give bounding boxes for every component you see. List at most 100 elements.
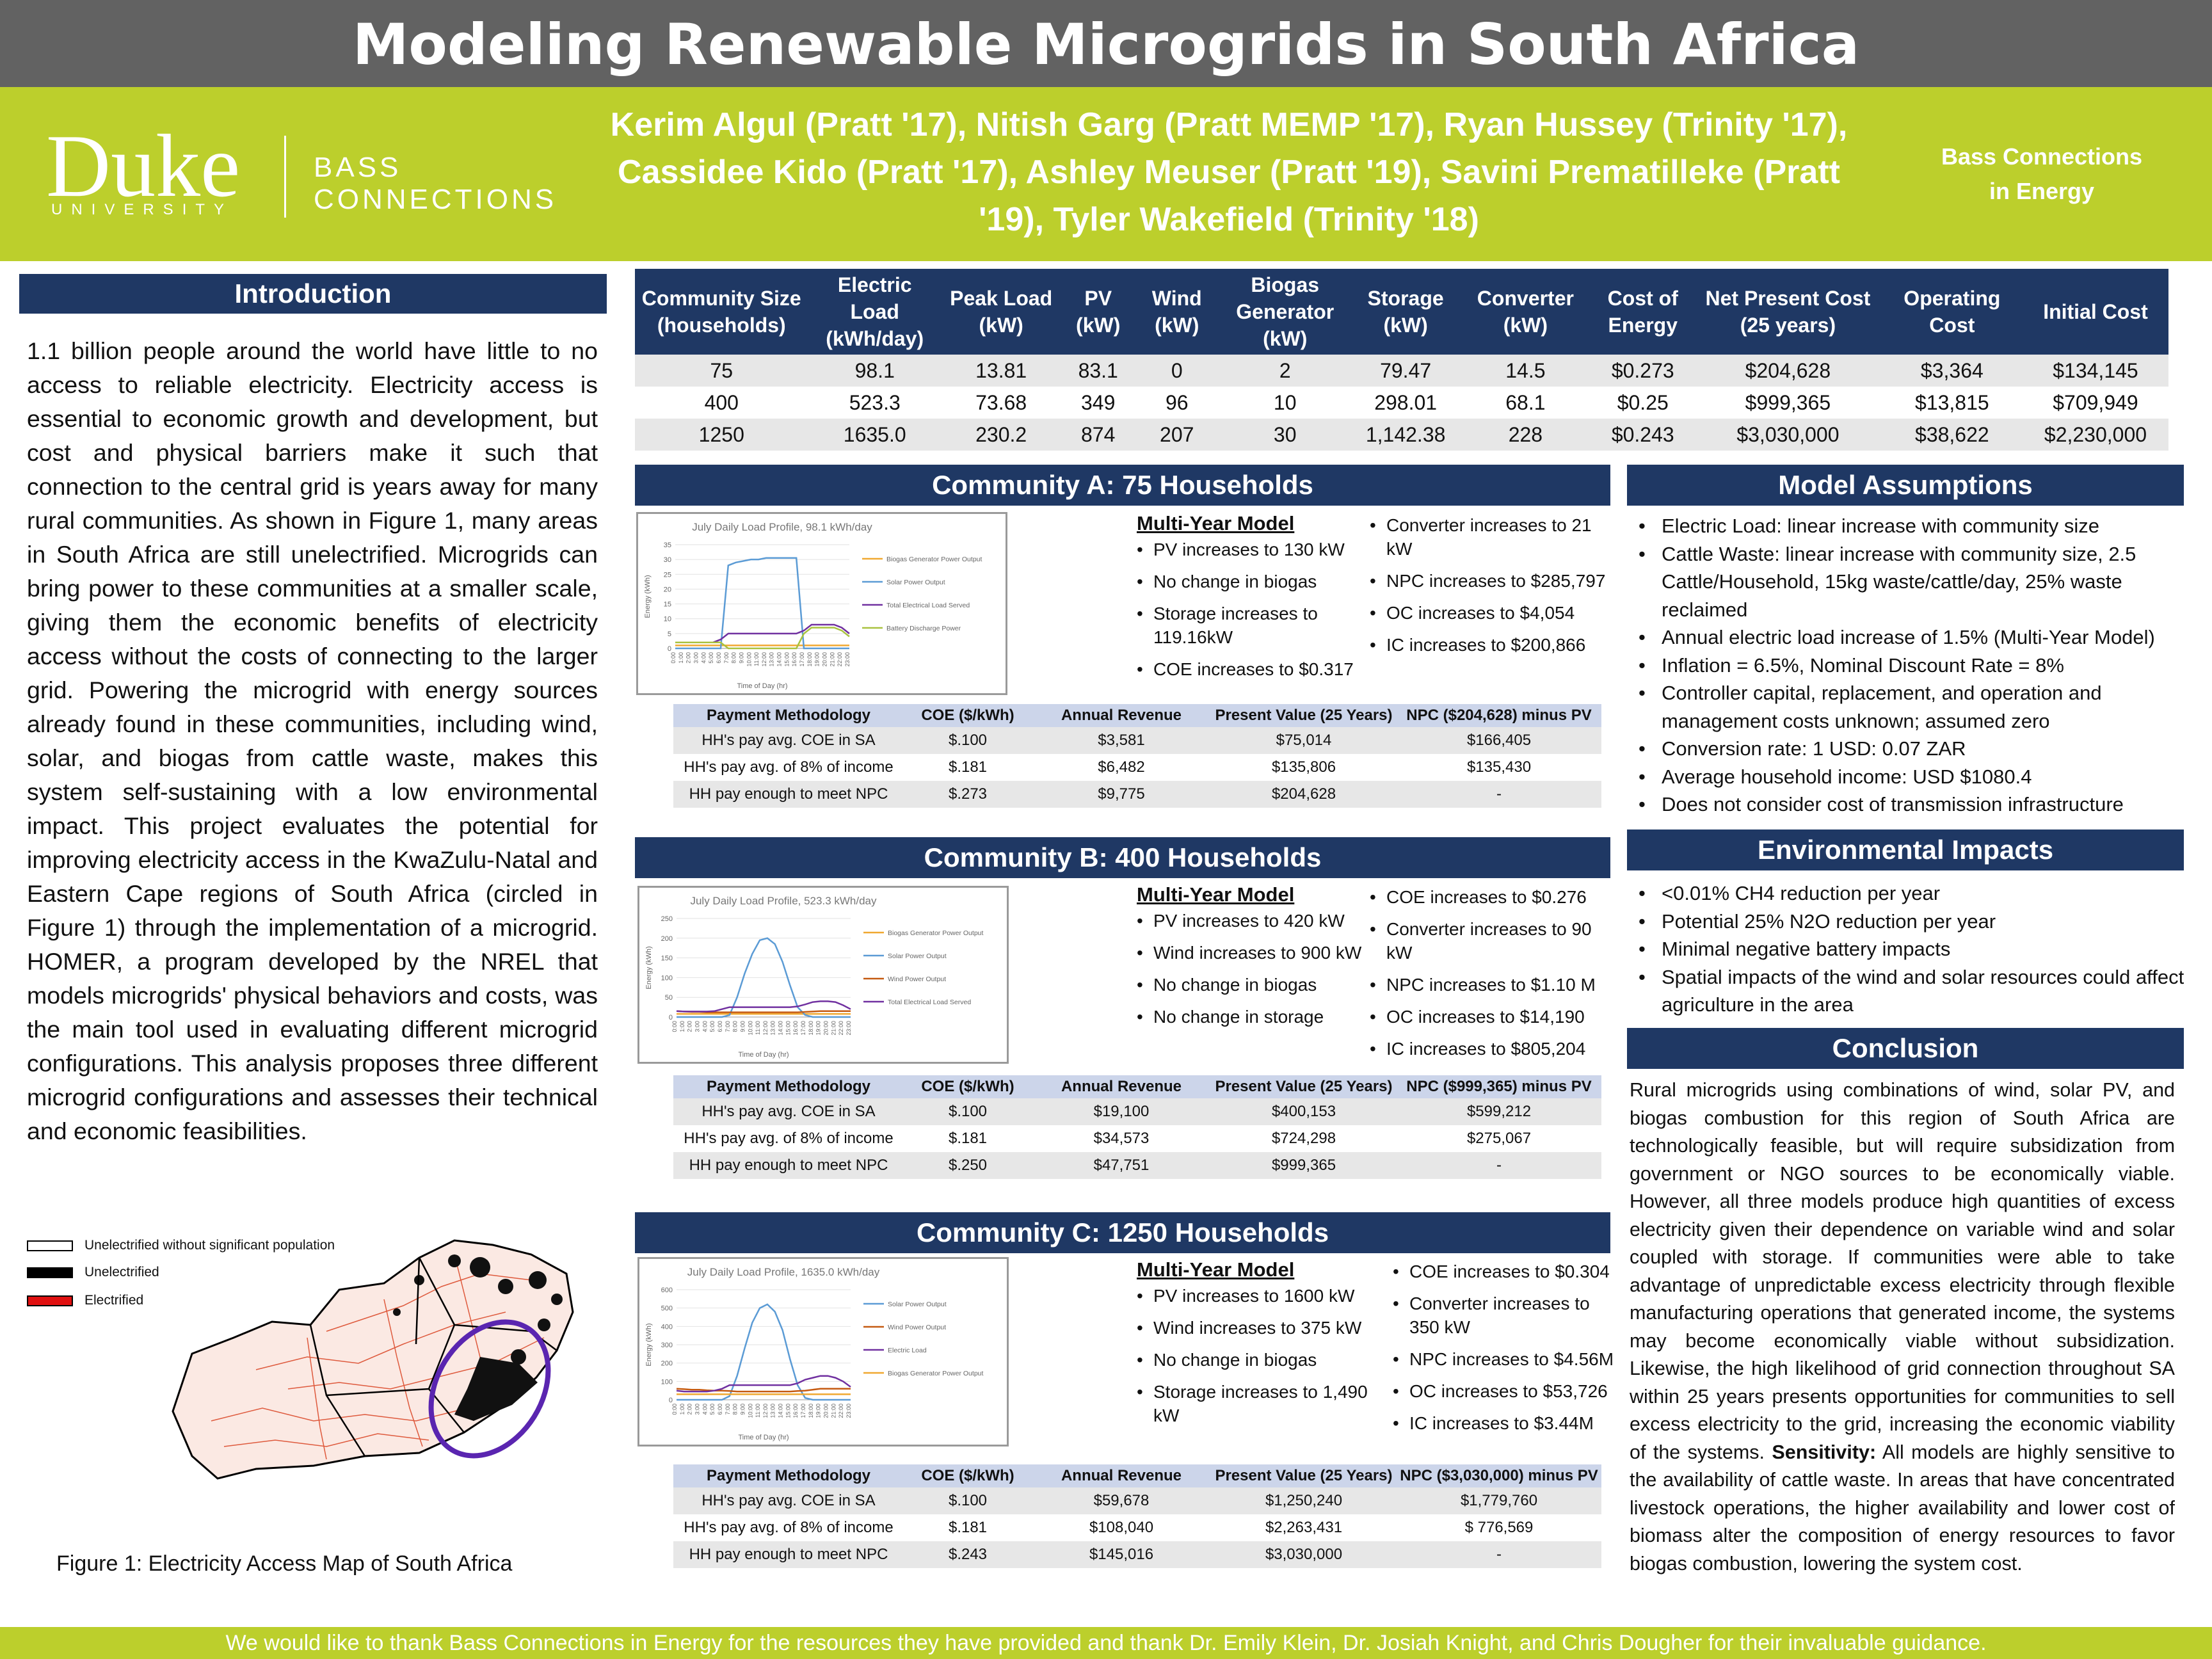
payment-cell: HH pay enough to meet NPC [673, 1541, 904, 1568]
summary-cell: $709,949 [2053, 390, 2138, 414]
payment-cell: $.100 [904, 1098, 1032, 1125]
legend-label: Electric Load [888, 1347, 927, 1354]
payment-header-cell: Annual Revenue [1032, 1075, 1211, 1098]
x-tick-label: 15:00 [785, 1404, 791, 1418]
map-study-region-circle [428, 1319, 551, 1459]
payment-cell: $.273 [904, 781, 1032, 808]
payment-header-cell: Annual Revenue [1032, 704, 1211, 727]
y-tick-label: 0 [669, 1014, 673, 1022]
conclusion-body: Rural microgrids using combinations of w… [1630, 1077, 2175, 1578]
multi-year-item: IC increases to $3.44M [1393, 1411, 1623, 1435]
y-tick-label: 200 [661, 935, 673, 943]
legend-label: Battery Discharge Power [886, 625, 961, 632]
legend-label: Biogas Generator Power Output [886, 556, 982, 563]
multi-year-item: PV increases to 420 kW [1137, 909, 1374, 933]
payment-cell: $.181 [948, 1519, 988, 1536]
payment-cell: $9,775 [1032, 781, 1211, 808]
multi-year-item: No change in biogas [1137, 1348, 1393, 1372]
assumption-item: Electric Load: linear increase with comm… [1627, 512, 2190, 540]
y-tick-label: 25 [664, 571, 671, 579]
x-tick-label: 6:00 [716, 652, 722, 664]
multi-year-item: OC increases to $14,190 [1370, 1005, 1613, 1029]
x-tick-label: 23:00 [844, 652, 851, 667]
payment-cell: - [1397, 1541, 1601, 1568]
x-tick-label: 23:00 [846, 1021, 852, 1036]
summary-table: Community Size (households) Electric Loa… [635, 269, 2168, 451]
x-tick-label: 22:00 [837, 652, 843, 667]
legend-label: Unelectrified without significant popula… [84, 1238, 335, 1253]
summary-cell: 349 [1081, 390, 1116, 414]
payment-cell: $3,030,000 [1211, 1541, 1397, 1568]
x-tick-label: 16:00 [791, 652, 797, 667]
multi-year-heading: Multi-Year Model [1137, 1258, 1295, 1281]
multi-year-item: IC increases to $200,866 [1370, 633, 1613, 657]
x-tick-label: 19:00 [814, 652, 821, 667]
payment-row: HH's pay avg. COE in SA $.100 $59,678 $1,25… [673, 1487, 1601, 1514]
summary-header-cell: Electric Load (kWh/day) [808, 269, 942, 355]
summary-cell: 98.1 [808, 355, 942, 387]
summary-header-cell: Biogas Generator (kW) [1218, 269, 1352, 355]
payment-header-cell: COE ($/kWh) [904, 704, 1032, 727]
legend-label: Solar Power Output [886, 579, 945, 586]
community-a-load-chart: July Daily Load Profile, 98.1 kWh/day 0 5 1… [644, 521, 982, 690]
payment-header-cell: Payment Methodology [673, 704, 904, 727]
logo-divider [284, 136, 286, 218]
multi-year-item: COE increases to $0.317 [1137, 657, 1367, 681]
multi-year-item: Storage increases to 119.16kW [1137, 602, 1367, 649]
multi-year-item: NPC increases to $4.56M [1393, 1347, 1623, 1371]
environment-list: <0.01% CH4 reduction per year Potential … [1627, 879, 2190, 1019]
legend-label: Unelectrified [84, 1265, 159, 1279]
program-name-line2: in Energy [1989, 178, 2095, 204]
payment-header-cell: COE ($/kWh) [904, 1464, 1032, 1487]
community-a-chart-frame: July Daily Load Profile, 98.1 kWh/day 0 5 1… [636, 512, 1007, 695]
intro-text: 1.1 billion people around the world have… [27, 337, 598, 1144]
summary-header-cell: Wind (kW) [1135, 269, 1219, 355]
payment-cell: - [1397, 1152, 1601, 1179]
x-tick-label: 11:00 [753, 652, 760, 666]
x-tick-label: 2:00 [685, 652, 692, 664]
x-tick-label: 3:00 [694, 1404, 700, 1415]
legend-label: Solar Power Output [888, 1301, 947, 1308]
multi-year-item: NPC increases to $1.10 M [1370, 973, 1613, 997]
multi-year-item: PV increases to 1600 kW [1137, 1284, 1393, 1308]
environment-heading: Environmental Impacts [1627, 830, 2184, 870]
summary-header-cell: Net Present Cost (25 years) [1694, 269, 1882, 355]
summary-cell: 2 [1218, 355, 1352, 387]
x-tick-label: 0:00 [671, 1021, 678, 1032]
x-tick-label: 16:00 [792, 1021, 799, 1036]
payment-row: HH pay enough to meet NPC $.243 $145,016 $3… [673, 1541, 1601, 1568]
assumption-item: Annual electric load increase of 1.5% (M… [1627, 623, 2190, 652]
x-tick-label: 20:00 [822, 652, 828, 667]
series-line [676, 1388, 851, 1393]
summary-cell: 96 [1165, 390, 1189, 414]
community-b-heading: Community B: 400 Households [635, 837, 1610, 878]
x-axis-label: Time of Day (hr) [737, 682, 787, 690]
series-line [675, 627, 850, 650]
payment-cell: $ 776,569 [1464, 1519, 1534, 1536]
summary-header-cell: Peak Load (kW) [941, 269, 1061, 355]
environment-item: <0.01% CH4 reduction per year [1627, 879, 2190, 908]
duke-logo: Duke [46, 116, 241, 216]
summary-cell: $38,622 [1881, 419, 2023, 451]
payment-cell: HH's pay avg. of 8% of income [684, 758, 894, 776]
x-tick-label: 6:00 [717, 1021, 723, 1032]
summary-header-row: Community Size (households) Electric Loa… [635, 269, 2168, 355]
x-tick-label: 18:00 [808, 1021, 814, 1036]
x-tick-label: 2:00 [687, 1404, 693, 1415]
community-c-payment-table: Payment Methodology COE ($/kWh) Annual R… [673, 1464, 1601, 1568]
summary-cell: 230.2 [941, 419, 1061, 451]
sensitivity-label: Sensitivity: [1772, 1441, 1877, 1463]
payment-header-cell: Present Value (25 Years) [1211, 704, 1397, 727]
payment-cell: $75,014 [1211, 727, 1397, 754]
x-tick-label: 22:00 [838, 1021, 844, 1036]
summary-cell: $999,365 [1745, 390, 1831, 414]
payment-cell: $599,212 [1397, 1098, 1601, 1125]
y-tick-label: 5 [668, 630, 671, 638]
community-a-multiyear-col2: Converter increases to 21 kW NPC increas… [1370, 513, 1613, 665]
x-tick-label: 9:00 [739, 1404, 746, 1415]
x-tick-label: 17:00 [800, 1021, 806, 1036]
legend-label: Wind Power Output [888, 975, 946, 983]
x-tick-label: 10:00 [747, 1404, 753, 1418]
payment-cell: HH pay enough to meet NPC [673, 1152, 904, 1179]
payment-cell: $108,040 [1089, 1519, 1154, 1536]
